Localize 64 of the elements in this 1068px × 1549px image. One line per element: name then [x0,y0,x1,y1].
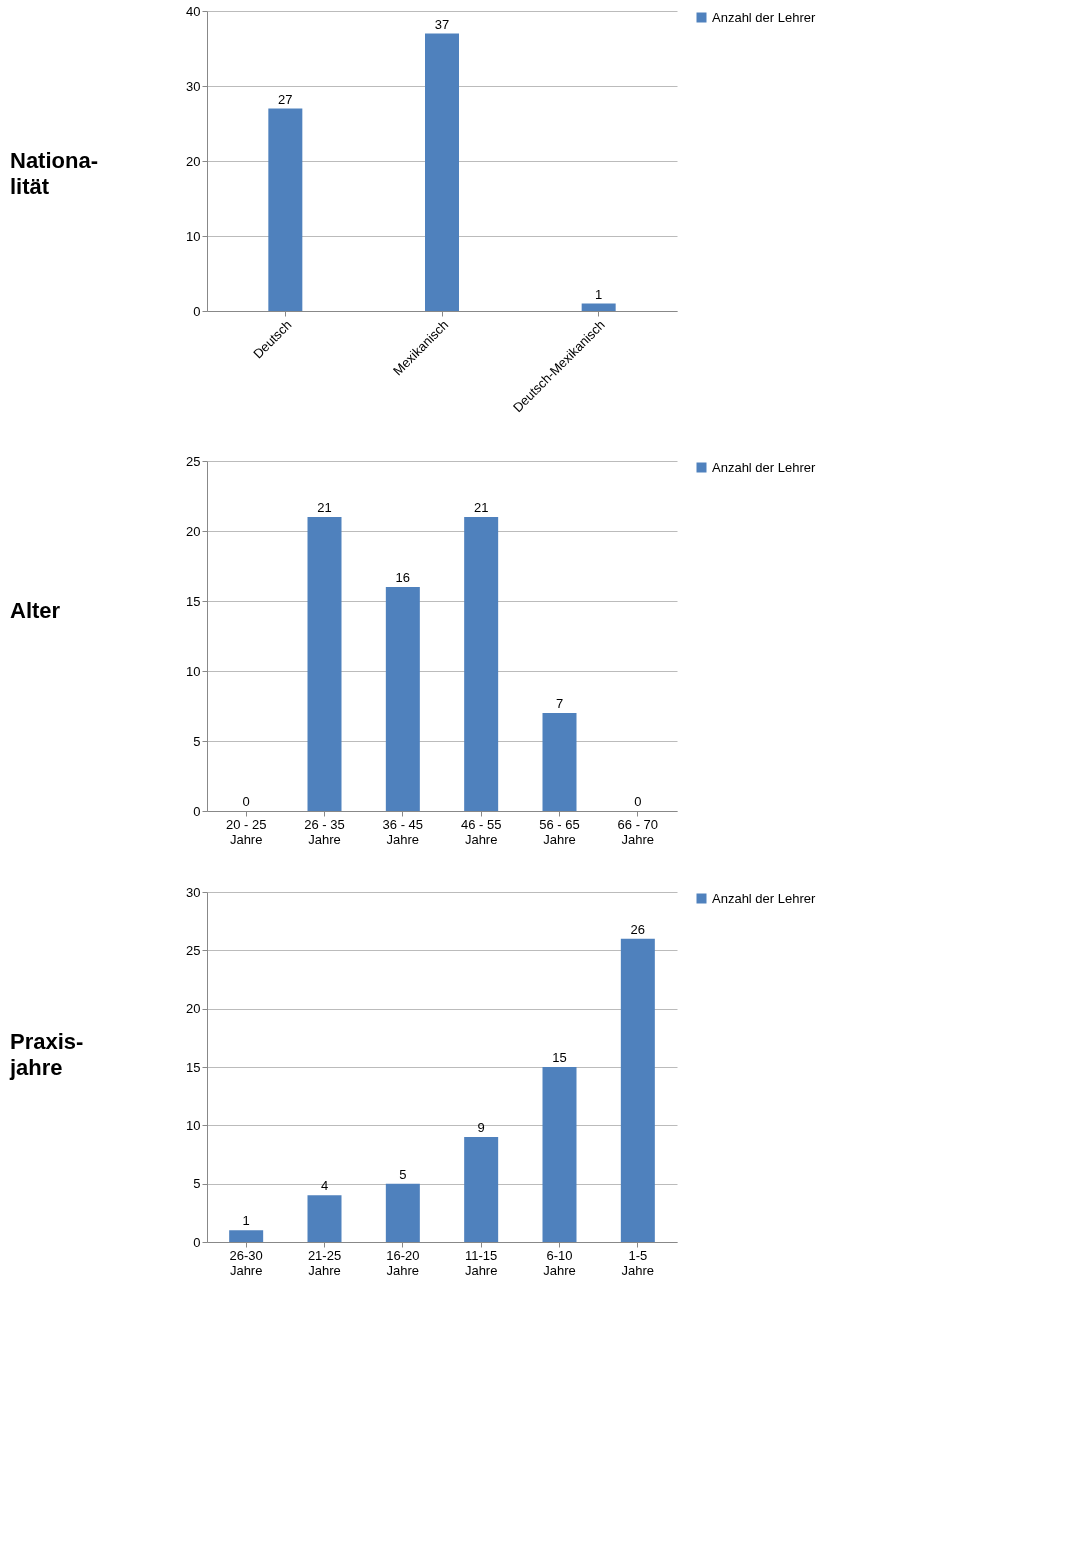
x-tick-label: 26-30 Jahre [229,1247,263,1278]
y-tick-label: 30 [186,884,201,900]
data-label: 37 [434,16,450,32]
y-tick-label: 5 [193,733,201,749]
y-tick-label: 25 [186,942,201,958]
data-label: 5 [399,1166,407,1182]
legend-label: Anzahl der Lehrer [712,9,817,25]
data-label: 0 [634,794,642,809]
data-label: 16 [395,570,411,585]
x-tick-label: 11-15 Jahre [464,1247,498,1278]
data-label: 1 [595,286,603,302]
bar [542,1067,577,1242]
x-tick-label: 36 - 45 Jahre [382,816,424,847]
bar [268,108,303,311]
y-tick-label: 0 [193,1234,201,1250]
x-tick-label: 21-25 Jahre [307,1247,342,1278]
x-tick-label: 1-5 Jahre [621,1247,655,1278]
y-tick-label: 25 [186,453,201,469]
y-tick-label: 15 [186,1059,201,1075]
y-tick-label: 20 [186,523,201,539]
bar [307,517,342,811]
y-tick-label: 15 [186,593,201,609]
x-tick-label: 46 - 55 Jahre [460,816,502,847]
bar [464,517,499,811]
text: Alter [10,598,61,623]
y-tick-label: 20 [186,153,201,169]
legend-label: Anzahl der Lehrer [712,890,817,906]
bar [385,587,420,811]
bar [464,1137,499,1242]
bar [425,33,459,311]
bar [385,1183,420,1242]
y-tick-label: 10 [186,1117,201,1133]
y-tick-label: 10 [186,228,201,244]
data-label: 1 [242,1213,250,1229]
bar [229,1230,264,1242]
data-label: 4 [320,1178,329,1194]
data-label: 21 [473,500,489,515]
x-tick-label: 6-10 Jahre [543,1247,576,1278]
bar [620,938,655,1242]
data-label: 7 [555,696,564,711]
bar [542,713,577,811]
y-tick-label: 5 [193,1176,201,1192]
data-label: 21 [317,500,332,515]
x-tick-label: 16-20 Jahre [386,1247,420,1278]
x-tick-label: 26 - 35 Jahre [304,816,345,847]
y-tick-label: 40 [186,3,201,19]
y-tick-label: 20 [186,1001,201,1017]
x-tick-label: 20 - 25 Jahre [225,816,267,847]
text: Nationa- lität [10,148,98,199]
legend-label: Anzahl der Lehrer [712,459,817,475]
x-tick-label: 66 - 70 Jahre [617,816,659,847]
bar [307,1195,342,1242]
bar [581,303,616,311]
y-tick-label: 10 [186,663,201,679]
data-label: 27 [278,91,293,107]
y-tick-label: 30 [186,78,201,94]
text: Praxis- jahre [9,1029,84,1080]
data-label: 0 [242,794,250,809]
y-tick-label: 0 [193,303,201,319]
x-tick-label: 56 - 65 Jahre [539,816,580,847]
y-tick-label: 0 [193,803,201,819]
data-label: 9 [477,1120,485,1135]
data-label: 15 [552,1050,567,1065]
data-label: 26 [630,921,646,937]
